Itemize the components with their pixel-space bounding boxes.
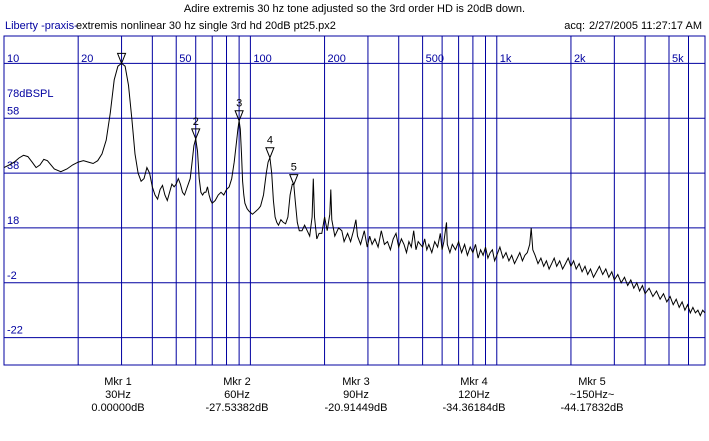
acquisition-timestamp: acq: 2/27/2005 11:27:17 AM: [564, 20, 702, 32]
x-tick-label: 50: [179, 53, 191, 65]
marker-level: -20.91449dB: [324, 402, 388, 414]
marker-freq: 90Hz: [343, 389, 369, 401]
y-tick-label: -2: [7, 270, 17, 282]
x-tick-label: 500: [426, 53, 444, 65]
x-tick-label: 100: [253, 53, 271, 65]
file-name: extremis nonlinear 30 hz single 3rd hd 2…: [76, 20, 336, 32]
marker-name: Mkr 2: [223, 376, 251, 388]
marker-level: -44.17832dB: [560, 402, 624, 414]
peak-marker: [265, 147, 275, 160]
peak-marker-label: 4: [267, 135, 273, 147]
peak-marker-label: 3: [236, 98, 242, 110]
marker-freq: 120Hz: [458, 389, 490, 401]
marker-layer: 2 3 4 5: [116, 52, 299, 186]
peak-marker: [190, 128, 201, 141]
marker-level: -34.36184dB: [442, 402, 506, 414]
marker-level: -27.53382dB: [205, 402, 269, 414]
app-name: Liberty -praxis-: [5, 20, 78, 32]
y-tick-label: -22: [7, 325, 23, 337]
marker-freq: 30Hz: [105, 389, 131, 401]
y-tick-label: 38: [7, 160, 19, 172]
x-tick-label: 10: [7, 53, 19, 65]
unit-label: 78dBSPL: [7, 88, 53, 100]
marker-name: Mkr 1: [104, 376, 132, 388]
marker-readout: Mkr 5 ~150Hz~ -44.17832dB: [537, 376, 647, 415]
x-tick-label: 5k: [672, 53, 684, 65]
series-trace: [3, 62, 706, 317]
marker-readout: Mkr 3 90Hz -20.91449dB: [301, 376, 411, 415]
x-tick-label: 200: [328, 53, 346, 65]
peak-marker-label: 5: [291, 162, 297, 174]
chart-title: Adire extremis 30 hz tone adjusted so th…: [183, 3, 526, 15]
peak-marker-label: 2: [193, 116, 199, 128]
marker-readout: Mkr 1 30Hz 0.00000dB: [63, 376, 173, 415]
plot-frame: [3, 35, 706, 366]
y-tick-label: 58: [7, 105, 19, 117]
marker-readout: Mkr 4 120Hz -34.36184dB: [419, 376, 529, 415]
acq-label: acq:: [564, 20, 586, 32]
x-tick-label: 1k: [500, 53, 512, 65]
marker-level: 0.00000dB: [91, 402, 145, 414]
marker-name: Mkr 5: [578, 376, 606, 388]
y-tick-label: 18: [7, 215, 19, 227]
peak-marker: [289, 174, 299, 186]
x-tick-label: 20: [81, 53, 93, 65]
marker-name: Mkr 4: [460, 376, 488, 388]
marker-freq: ~150Hz~: [569, 389, 615, 401]
acq-value: 2/27/2005 11:27:17 AM: [589, 20, 702, 32]
peak-marker: [234, 110, 244, 123]
marker-readout: Mkr 2 60Hz -27.53382dB: [182, 376, 292, 415]
grid-layer: [4, 36, 705, 365]
peak-marker: [116, 52, 127, 65]
x-tick-label: 2k: [574, 53, 586, 65]
marker-freq: 60Hz: [224, 389, 250, 401]
marker-name: Mkr 3: [342, 376, 370, 388]
tick-label-layer: 10 20 50 100 200 500 1k 2k 5k 58 38 18 -2 -22: [7, 53, 684, 337]
